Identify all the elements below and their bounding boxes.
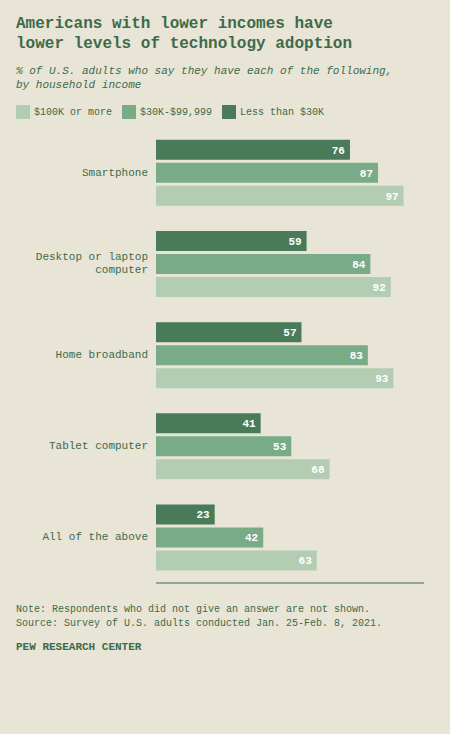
svg-text:All of the above: All of the above	[42, 531, 148, 543]
html-text:Note: Respondents who did not: Note: Respondents who did not give an an…	[16, 603, 383, 629]
html-text:% of U.S. adults who say they: % of U.S. adults who say they have each …	[16, 65, 393, 92]
svg-text:42: 42	[245, 532, 258, 544]
html-text:Americans with lower incomes h: Americans with lower incomes have lower …	[16, 15, 353, 53]
svg-text:83: 83	[350, 350, 364, 362]
svg-text:59: 59	[288, 235, 301, 247]
svg-text:87: 87	[360, 167, 373, 179]
svg-text:84: 84	[352, 258, 366, 270]
svg-text:76: 76	[332, 144, 345, 156]
html-text:$30K-$99,999: $30K-$99,999	[140, 106, 212, 118]
svg-text:63: 63	[299, 555, 313, 567]
svg-text:41: 41	[242, 418, 256, 430]
svg-text:Smartphone: Smartphone	[82, 166, 148, 178]
html-text:$100K or more: $100K or more	[34, 106, 112, 118]
svg-text:68: 68	[311, 464, 325, 476]
html-text:PEW RESEARCH CENTER: PEW RESEARCH CENTER	[16, 640, 142, 653]
svg-text:Tablet computer: Tablet computer	[49, 440, 148, 452]
svg-text:53: 53	[273, 441, 287, 453]
svg-text:93: 93	[375, 373, 389, 385]
svg-text:Home broadband: Home broadband	[56, 349, 148, 361]
svg-text:57: 57	[283, 327, 296, 339]
svg-text:Desktop or laptopcomputer: Desktop or laptopcomputer	[36, 251, 148, 276]
svg-text:92: 92	[373, 281, 386, 293]
svg-text:97: 97	[385, 190, 398, 202]
svg-text:23: 23	[197, 509, 211, 521]
html-text:Less than $30K: Less than $30K	[240, 106, 324, 118]
